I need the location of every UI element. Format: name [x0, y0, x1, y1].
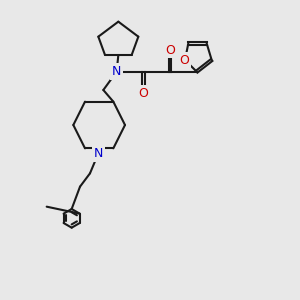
- Text: N: N: [94, 147, 103, 160]
- Text: O: O: [165, 44, 175, 56]
- Text: O: O: [179, 53, 189, 67]
- Text: O: O: [138, 87, 148, 100]
- Text: N: N: [112, 65, 122, 78]
